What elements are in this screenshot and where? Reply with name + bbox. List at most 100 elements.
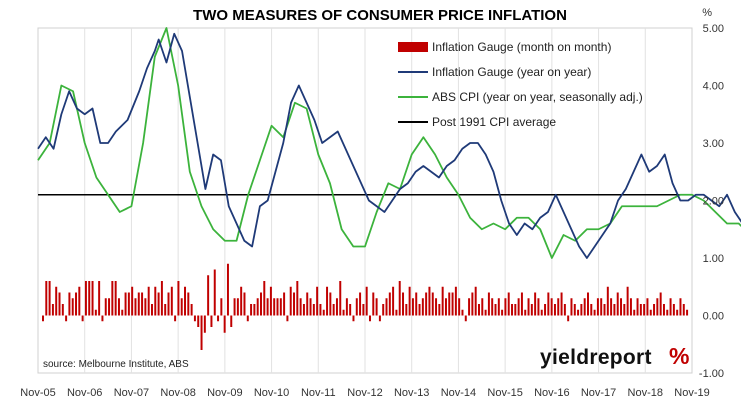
- bar-mom: [187, 292, 190, 316]
- bar-mom: [550, 298, 553, 316]
- x-tick-label: Nov-08: [160, 387, 195, 399]
- bar-mom: [131, 286, 134, 316]
- bar-mom: [250, 304, 253, 316]
- bar-mom: [309, 298, 312, 316]
- bar-mom: [167, 292, 170, 316]
- bar-mom: [316, 286, 319, 316]
- bar-mom: [45, 281, 48, 316]
- bar-mom: [382, 304, 385, 316]
- bar-mom: [372, 292, 375, 316]
- bar-mom: [431, 292, 434, 316]
- bar-mom: [329, 292, 332, 316]
- bar-mom: [289, 286, 292, 316]
- bar-mom: [359, 292, 362, 316]
- bar-mom: [266, 298, 269, 316]
- bar-mom: [223, 315, 226, 333]
- bar-mom: [524, 309, 527, 316]
- bar-mom: [48, 281, 51, 316]
- x-tick-label: Nov-09: [207, 387, 242, 399]
- bar-mom: [636, 298, 639, 316]
- bars-mom: [42, 263, 689, 350]
- bar-mom: [302, 304, 305, 316]
- bar-mom: [613, 304, 616, 316]
- bar-mom: [620, 298, 623, 316]
- x-tick-label: Nov-17: [581, 387, 616, 399]
- y-axis-label: %: [702, 7, 712, 19]
- bar-mom: [127, 292, 130, 316]
- bar-mom: [497, 298, 500, 316]
- bar-mom: [335, 298, 338, 316]
- bar-mom: [200, 315, 203, 350]
- bar-mom: [269, 286, 272, 316]
- line-abs-cpi: [37, 27, 741, 259]
- bar-mom: [88, 281, 91, 316]
- bar-mom: [629, 298, 632, 316]
- bar-mom: [94, 309, 97, 316]
- bar-mom: [415, 292, 418, 316]
- bar-mom: [61, 304, 64, 316]
- bar-mom: [491, 298, 494, 316]
- x-tick-label: Nov-11: [301, 387, 336, 399]
- bar-mom: [260, 292, 262, 316]
- x-tick-label: Nov-07: [114, 387, 149, 399]
- bar-mom: [448, 292, 451, 316]
- bar-mom: [646, 298, 649, 316]
- bar-mom: [322, 309, 325, 316]
- bar-mom: [84, 281, 87, 316]
- bar-mom: [306, 292, 309, 316]
- bar-mom: [378, 315, 381, 322]
- bar-mom: [494, 304, 497, 316]
- bar-mom: [471, 292, 474, 316]
- bar-mom: [580, 304, 583, 316]
- bar-mom: [676, 309, 679, 316]
- bar-mom: [246, 315, 249, 322]
- bar-mom: [114, 281, 117, 316]
- source-note: source: Melbourne Institute, ABS: [43, 359, 189, 370]
- line-gauge-yoy: [37, 32, 741, 259]
- bar-mom: [243, 292, 246, 316]
- bar-mom: [666, 309, 669, 316]
- bar-mom: [193, 315, 196, 322]
- bar-mom: [527, 298, 530, 316]
- legend: Inflation Gauge (month on month) Inflatio…: [398, 40, 643, 129]
- bar-mom: [326, 286, 329, 316]
- bar-mom: [511, 304, 514, 316]
- bar-mom: [203, 315, 206, 333]
- bar-mom: [362, 304, 365, 316]
- bar-mom: [58, 292, 61, 316]
- bar-mom: [164, 304, 167, 316]
- bar-mom: [563, 304, 566, 316]
- x-tick-label: Nov-16: [534, 387, 569, 399]
- bar-mom: [435, 298, 438, 316]
- bar-mom: [656, 298, 659, 316]
- bar-mom: [517, 298, 520, 316]
- series-lines: [37, 27, 741, 259]
- bar-mom: [65, 315, 68, 322]
- bar-mom: [154, 286, 157, 316]
- bar-mom: [468, 298, 471, 316]
- bar-mom: [111, 281, 114, 316]
- bar-mom: [104, 298, 107, 316]
- bar-mom: [672, 304, 675, 316]
- bar-mom: [276, 298, 279, 316]
- y-tick-label: 1.00: [703, 253, 724, 265]
- bar-mom: [610, 298, 613, 316]
- bar-mom: [478, 304, 480, 316]
- bar-mom: [484, 309, 487, 316]
- bar-mom: [160, 281, 163, 316]
- bar-mom: [474, 286, 477, 316]
- bar-mom: [210, 315, 213, 327]
- bar-mom: [590, 304, 593, 316]
- bar-mom: [375, 298, 378, 316]
- bar-mom: [402, 292, 405, 316]
- brand-mark: %: [669, 343, 689, 369]
- bar-mom: [669, 298, 672, 316]
- x-axis-ticks: Nov-05 Nov-06 Nov-07 Nov-08 Nov-09 Nov-10 Nov-…: [20, 387, 709, 399]
- bar-mom: [603, 304, 606, 316]
- bar-mom: [659, 292, 662, 316]
- x-tick-label: Nov-06: [67, 387, 102, 399]
- bar-mom: [273, 298, 276, 316]
- bar-mom: [639, 304, 642, 316]
- x-tick-label: Nov-10: [254, 387, 289, 399]
- y-axis-ticks: 5.00 4.00 3.00 2.00 1.00 0.00 -1.00: [699, 23, 724, 380]
